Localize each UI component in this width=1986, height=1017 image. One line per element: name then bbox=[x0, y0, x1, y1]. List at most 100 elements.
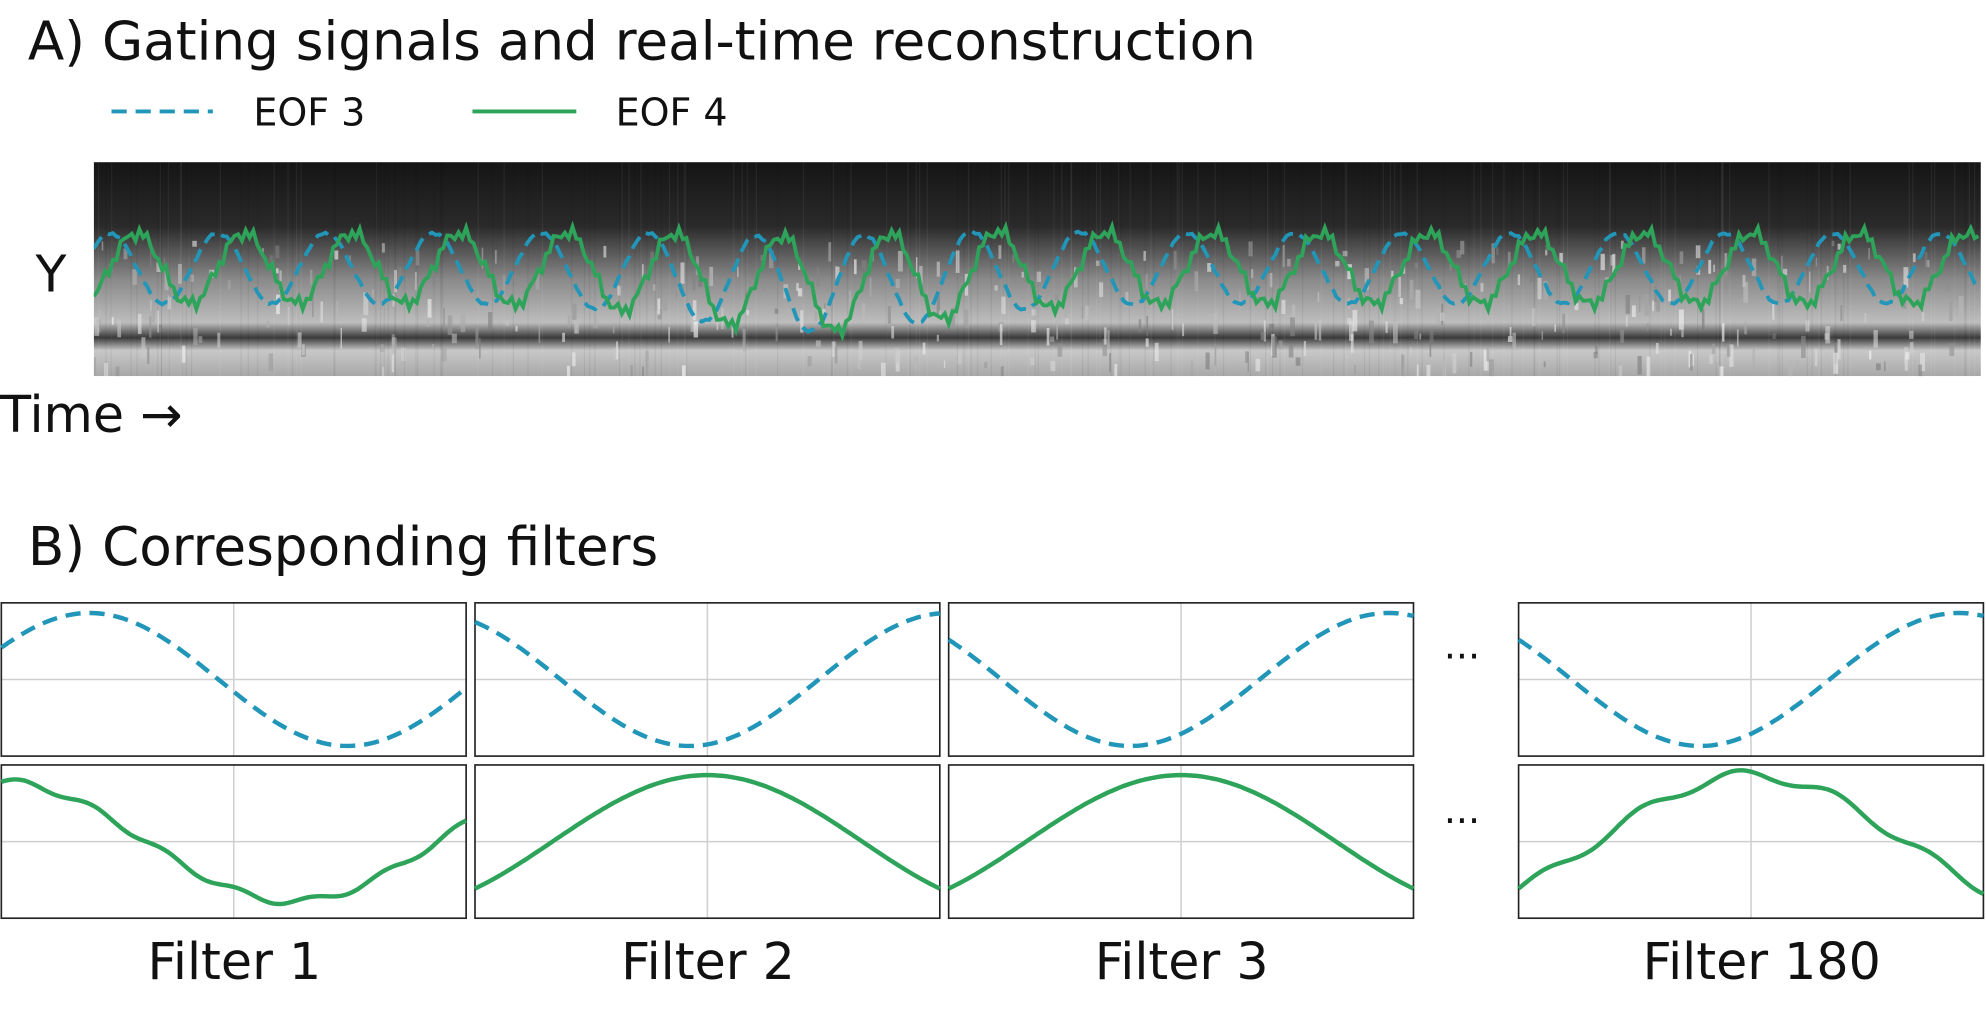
texture bbox=[1344, 162, 1346, 377]
texture bbox=[639, 162, 641, 377]
texture bbox=[168, 295, 170, 308]
texture bbox=[583, 162, 586, 377]
texture bbox=[1595, 345, 1598, 355]
texture bbox=[1638, 295, 1641, 313]
texture bbox=[1468, 162, 1470, 377]
texture bbox=[1272, 336, 1277, 358]
texture bbox=[1512, 332, 1516, 351]
texture bbox=[1811, 162, 1813, 377]
texture bbox=[1129, 162, 1131, 377]
texture bbox=[1407, 162, 1409, 377]
texture bbox=[1426, 364, 1431, 377]
texture bbox=[1095, 260, 1100, 266]
texture bbox=[1031, 309, 1036, 316]
texture bbox=[441, 346, 447, 362]
texture bbox=[915, 162, 917, 377]
texture bbox=[147, 347, 150, 364]
texture bbox=[1109, 352, 1112, 373]
texture bbox=[1378, 162, 1380, 377]
texture bbox=[141, 337, 146, 359]
ellipsis: ... bbox=[1444, 624, 1480, 668]
texture bbox=[832, 162, 835, 377]
filter-panels bbox=[0, 602, 1985, 920]
texture bbox=[257, 162, 259, 377]
texture bbox=[1609, 162, 1612, 377]
texture bbox=[1150, 162, 1152, 377]
texture bbox=[683, 162, 686, 377]
texture bbox=[1873, 330, 1878, 348]
texture bbox=[1831, 240, 1835, 247]
texture bbox=[1442, 361, 1447, 377]
texture bbox=[1480, 162, 1482, 377]
texture bbox=[1795, 360, 1799, 371]
texture bbox=[916, 257, 918, 279]
texture bbox=[440, 162, 442, 377]
texture bbox=[1875, 363, 1881, 371]
texture bbox=[1363, 162, 1366, 377]
panel-frame bbox=[474, 764, 941, 920]
texture bbox=[1415, 289, 1421, 309]
texture bbox=[198, 336, 203, 343]
texture bbox=[1260, 332, 1266, 340]
texture bbox=[617, 285, 621, 296]
texture bbox=[394, 269, 397, 293]
texture bbox=[164, 269, 169, 291]
texture bbox=[1559, 252, 1563, 265]
texture bbox=[1772, 333, 1776, 340]
texture bbox=[1030, 357, 1035, 366]
texture bbox=[1781, 162, 1783, 377]
texture bbox=[240, 162, 242, 377]
texture bbox=[94, 317, 100, 336]
texture bbox=[502, 274, 506, 296]
texture bbox=[1107, 330, 1110, 347]
texture bbox=[477, 162, 479, 377]
texture bbox=[375, 162, 378, 377]
texture bbox=[1545, 244, 1548, 255]
mmode-image bbox=[93, 162, 1981, 377]
texture bbox=[1057, 343, 1063, 357]
texture bbox=[460, 314, 466, 333]
texture bbox=[716, 319, 719, 330]
texture bbox=[1511, 162, 1513, 377]
texture bbox=[682, 365, 686, 377]
texture bbox=[1173, 250, 1177, 270]
filter-eof3 bbox=[0, 610, 468, 749]
texture bbox=[442, 162, 444, 377]
texture bbox=[977, 162, 979, 377]
texture bbox=[1831, 162, 1833, 377]
texture bbox=[1721, 162, 1723, 377]
texture bbox=[478, 337, 481, 359]
texture bbox=[1543, 280, 1549, 301]
texture bbox=[1843, 162, 1845, 377]
texture bbox=[401, 347, 406, 362]
texture bbox=[1556, 162, 1558, 377]
texture bbox=[1460, 240, 1465, 255]
texture bbox=[1743, 281, 1749, 303]
texture bbox=[858, 340, 863, 361]
texture bbox=[1534, 162, 1536, 377]
texture bbox=[834, 345, 838, 364]
texture bbox=[994, 285, 998, 291]
texture bbox=[1416, 364, 1419, 377]
texture bbox=[1118, 162, 1120, 377]
texture bbox=[1416, 162, 1418, 377]
texture bbox=[998, 245, 1002, 259]
texture bbox=[1421, 162, 1423, 377]
texture bbox=[1670, 328, 1672, 336]
texture bbox=[1600, 253, 1605, 271]
texture bbox=[1541, 331, 1544, 340]
texture bbox=[680, 262, 685, 284]
texture bbox=[1429, 340, 1432, 357]
texture bbox=[1213, 312, 1218, 334]
texture bbox=[1389, 162, 1392, 377]
texture bbox=[1248, 241, 1253, 257]
texture bbox=[1924, 251, 1928, 270]
texture bbox=[301, 344, 305, 356]
texture bbox=[1808, 271, 1811, 293]
texture bbox=[1801, 335, 1806, 359]
texture bbox=[1868, 248, 1871, 260]
texture bbox=[1181, 162, 1183, 377]
texture bbox=[869, 277, 872, 297]
filter-label: Filter 3 bbox=[1095, 932, 1269, 991]
